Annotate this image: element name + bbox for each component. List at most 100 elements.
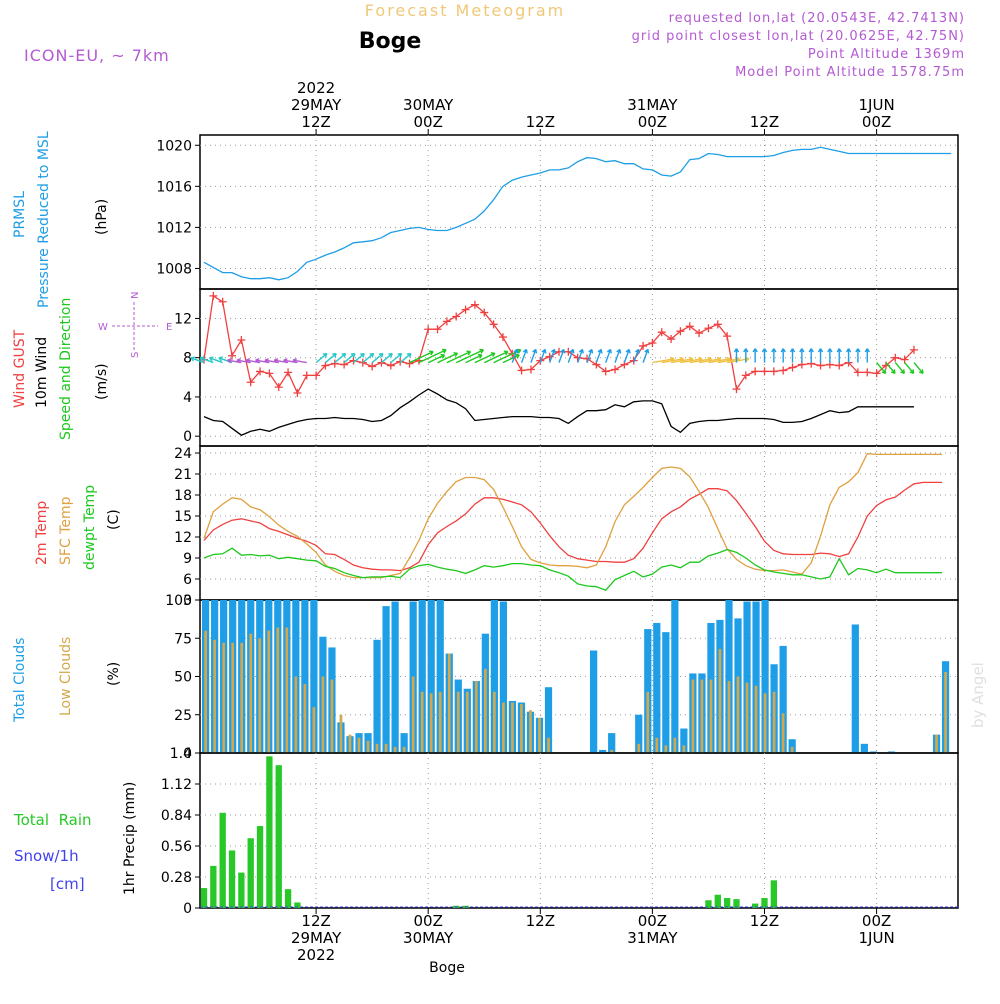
- low-cloud-bar: [384, 743, 388, 753]
- wind-arrow-head: [341, 352, 347, 358]
- gust-marker: [704, 324, 713, 333]
- wind-arrow: [689, 358, 712, 364]
- gust-marker: [228, 351, 237, 360]
- wind-arrow-head: [578, 348, 584, 354]
- low-cloud-bar: [213, 639, 216, 753]
- wind-arrow: [362, 353, 374, 364]
- panel-frame-precip: [199, 752, 959, 909]
- wind-arrow-head: [429, 350, 434, 356]
- wind-arrow: [409, 350, 434, 364]
- wind-arrow: [577, 349, 584, 363]
- precip-unit: 1hr Precip (mm): [122, 782, 138, 895]
- wind-arrow: [371, 353, 384, 364]
- low-cloud-bar: [709, 679, 713, 753]
- total-cloud-bar: [436, 600, 444, 753]
- wind-arrow-head: [218, 356, 223, 362]
- low-cloud-bar: [294, 676, 298, 753]
- gust-marker: [816, 361, 825, 370]
- gust-marker: [461, 305, 470, 314]
- top-time-label: 29MAY: [291, 96, 342, 114]
- gust-marker: [573, 353, 582, 362]
- gust-line: [203, 294, 915, 395]
- wind-arrow-head: [644, 348, 650, 354]
- wind-arrow-head: [845, 348, 852, 353]
- low-cloud-bar: [502, 702, 505, 753]
- rain-bar: [275, 765, 282, 908]
- gust-marker: [396, 357, 405, 366]
- gust-marker: [368, 362, 377, 371]
- wind-arrow-head: [236, 358, 241, 364]
- gust-marker: [517, 366, 526, 375]
- pressure-unit: (hPa): [94, 199, 110, 235]
- ytick-label-pressure: 1012: [156, 220, 192, 236]
- chart-title: Forecast Meteogram: [365, 1, 565, 20]
- gust-marker: [657, 328, 666, 337]
- wind-arrow-head: [332, 352, 337, 358]
- gust-marker: [330, 359, 339, 368]
- rain-bar: [247, 838, 254, 908]
- wind-arrow-head: [827, 348, 833, 353]
- panel-frame-temperature: [199, 445, 959, 601]
- low-cloud-bar: [781, 713, 785, 753]
- wind-arrow: [670, 358, 693, 364]
- gust-marker: [498, 333, 507, 342]
- low-cloud-bar: [393, 746, 397, 753]
- gust-marker: [452, 312, 461, 321]
- low-cloud-bar: [465, 691, 469, 753]
- total-clouds-label: Total Clouds: [12, 638, 28, 723]
- wind-arrow-head: [780, 348, 786, 353]
- low-cloud-bar: [222, 642, 226, 753]
- wind-arrow: [343, 353, 356, 364]
- wind-arrow: [483, 350, 509, 364]
- wind-arrow: [913, 362, 924, 374]
- ytick-label-clouds: 50: [174, 670, 192, 686]
- low-cloud-bar: [312, 707, 316, 753]
- wind-arrow: [680, 358, 703, 364]
- rain-bar: [723, 898, 731, 908]
- wind-arrow-head: [227, 358, 232, 364]
- wind-direction-arrows: [190, 348, 924, 374]
- gust-marker: [751, 367, 760, 376]
- wind-arrow-head: [406, 352, 412, 358]
- ytick-label-precip: 0.84: [161, 808, 192, 824]
- ytick-label-temperature: 21: [174, 467, 192, 483]
- low-cloud-bar: [258, 638, 262, 753]
- wind-arrow: [199, 357, 214, 364]
- wind-arrow: [530, 349, 537, 363]
- gust-marker: [312, 371, 321, 380]
- gust-label: Wind GUST: [12, 329, 28, 408]
- gust-marker: [274, 383, 283, 392]
- ytick-label-wind: 4: [183, 390, 192, 406]
- rain-bar: [761, 898, 768, 908]
- low-cloud-bar: [447, 653, 451, 753]
- t2m-line: [203, 481, 942, 572]
- low-cloud-bar: [610, 749, 614, 753]
- wind-arrow-head: [900, 369, 905, 374]
- bottom-time-label: 12Z: [301, 912, 330, 930]
- low-cloud-bar: [348, 734, 352, 753]
- wind-arrow: [437, 352, 458, 364]
- wind-arrow-head: [817, 348, 824, 353]
- low-cloud-bar: [231, 642, 235, 753]
- low-cloud-bar: [267, 630, 271, 753]
- gust-marker: [489, 320, 498, 329]
- wind-arrow-head: [836, 348, 842, 353]
- wind-arrow-head: [522, 348, 528, 354]
- precip-labels: Total Rain Snow/1h [cm] 1hr Precip (mm): [13, 782, 138, 895]
- model-label: ICON-EU, ~ 7km: [24, 46, 170, 65]
- wind-arrow: [399, 353, 412, 364]
- total-cloud-bar: [671, 600, 679, 753]
- low-cloud-bar: [673, 737, 677, 753]
- wind-arrow: [520, 349, 528, 363]
- ytick-label-temperature: 24: [174, 446, 192, 462]
- gust-marker: [723, 332, 732, 341]
- wind-arrow: [586, 349, 593, 363]
- top-time-label: 12Z: [750, 113, 779, 131]
- top-time-label: 00Z: [862, 113, 891, 131]
- wind-arrow-head: [634, 348, 640, 354]
- wind-arrow-head: [453, 352, 459, 358]
- wind-arrow-head: [541, 348, 547, 354]
- wind-arrow-head: [490, 352, 496, 358]
- rain-bar: [210, 865, 217, 908]
